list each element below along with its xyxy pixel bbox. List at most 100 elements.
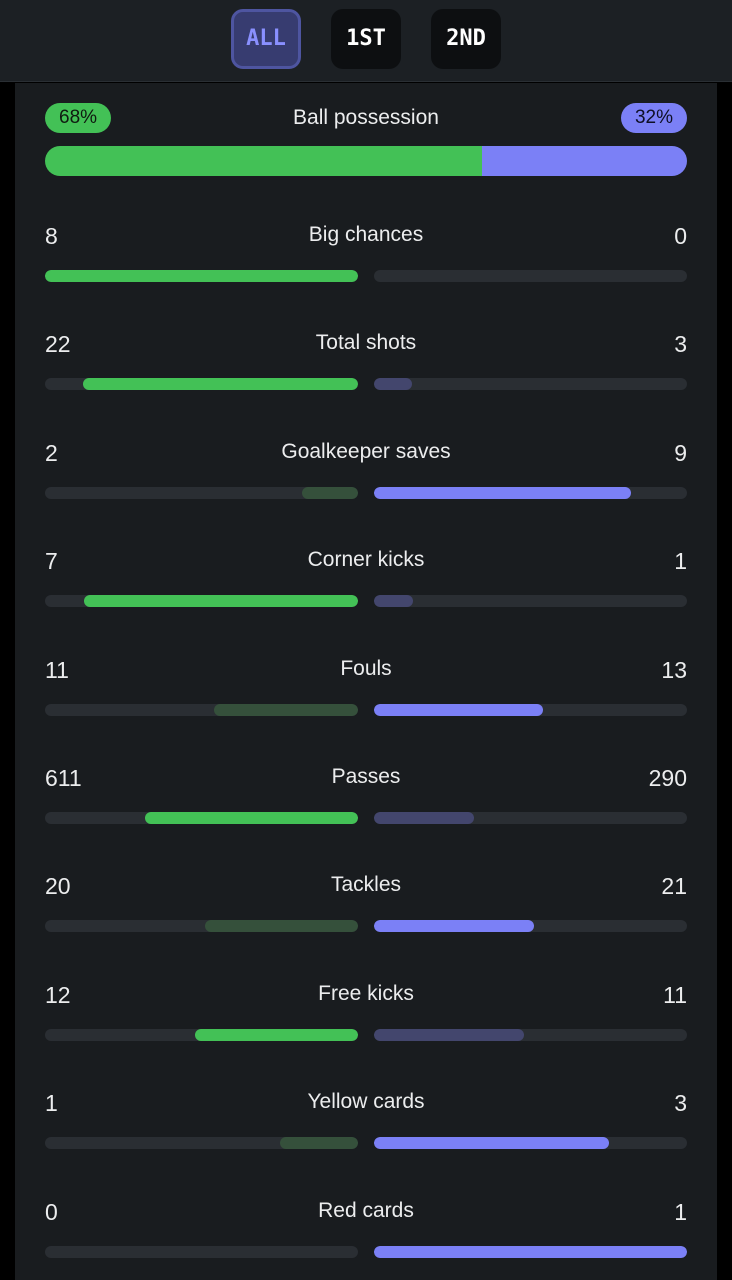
stat-comparison-bars: [45, 812, 687, 824]
away-stat-fill: [374, 703, 544, 716]
away-stat-value: 290: [648, 765, 687, 791]
away-stat-value: 1: [674, 548, 687, 575]
stat-values: 11 Fouls 13: [45, 657, 687, 691]
away-stat-track: [374, 703, 687, 716]
stat-values: 12 Free kicks 11: [45, 982, 687, 1016]
stat-comparison-bars: [45, 595, 687, 608]
home-stat-fill: [45, 270, 358, 282]
stat-values: 22 Total shots 3: [45, 331, 687, 365]
home-stat-track: [45, 270, 358, 282]
away-stat-fill: [374, 595, 414, 608]
stat-comparison-bars: [45, 703, 687, 716]
stat-row: 2 Goalkeeper saves 9: [45, 440, 687, 500]
away-stat-value: 3: [674, 1090, 687, 1117]
stat-label: Goalkeeper saves: [281, 439, 451, 463]
stat-comparison-bars: [45, 270, 687, 282]
home-possession-fill: [45, 146, 482, 176]
home-stat-value: 20: [45, 873, 71, 900]
home-stat-value: 2: [45, 439, 58, 466]
home-stat-value: 1: [45, 1090, 58, 1117]
period-all-button[interactable]: ALL: [231, 8, 301, 69]
away-stat-value: 9: [674, 439, 687, 466]
home-stat-fill: [82, 378, 358, 391]
away-stat-fill: [374, 1245, 687, 1258]
away-stat-fill: [374, 1028, 525, 1041]
home-stat-track: [45, 920, 358, 933]
home-stat-fill: [279, 1137, 358, 1150]
stat-values: 20 Tackles 21: [45, 873, 687, 907]
home-stat-track: [45, 1028, 358, 1041]
away-stat-track: [374, 1245, 687, 1258]
stat-values: 2 Goalkeeper saves 9: [45, 440, 687, 474]
stat-row: 12 Free kicks 11: [45, 982, 687, 1042]
stat-label: Fouls: [340, 656, 392, 680]
stat-values: 611 Passes 290: [45, 765, 687, 799]
away-possession-badge: 32%: [620, 103, 687, 133]
home-stat-value: 12: [45, 981, 71, 1008]
home-stat-fill: [84, 595, 358, 608]
stat-label: Tackles: [330, 873, 402, 897]
stat-row: 611 Passes 290: [45, 765, 687, 825]
home-stat-value: 611: [45, 765, 82, 791]
home-stat-track: [45, 1245, 358, 1258]
stat-row: 22 Total shots 3: [45, 331, 687, 391]
away-stat-track: [374, 920, 687, 933]
home-stat-value: 8: [45, 223, 58, 249]
away-stat-value: 21: [661, 873, 687, 900]
period-selector: ALL 1ST 2ND: [0, 0, 732, 82]
stat-comparison-bars: [45, 486, 687, 499]
away-stat-track: [374, 1028, 687, 1041]
away-stat-track: [374, 270, 687, 282]
stat-row: 1 Yellow cards 3: [45, 1090, 687, 1150]
away-possession-fill: [481, 146, 687, 176]
stat-values: 1 Yellow cards 3: [45, 1090, 687, 1124]
stat-row: 11 Fouls 13: [45, 657, 687, 717]
home-stat-fill: [301, 486, 358, 499]
stat-label: Big chances: [308, 223, 424, 246]
stat-label: Passes: [331, 765, 401, 788]
home-stat-value: 22: [45, 331, 71, 358]
stat-comparison-bars: [45, 1137, 687, 1150]
home-stat-track: [45, 378, 358, 391]
away-stat-fill: [374, 486, 631, 499]
stat-values: 8 Big chances 0: [45, 223, 687, 257]
stat-label: Red cards: [318, 1198, 414, 1222]
away-stat-value: 3: [674, 331, 687, 358]
period-1st-button[interactable]: 1ST: [331, 8, 401, 69]
away-stat-track: [374, 378, 687, 391]
stat-row: 0 Red cards 1: [45, 1199, 687, 1259]
away-stat-fill: [374, 812, 475, 824]
home-stat-track: [45, 703, 358, 716]
home-stat-fill: [195, 1028, 358, 1041]
stat-label: Corner kicks: [307, 548, 425, 572]
stat-comparison-bars: [45, 1028, 687, 1041]
stat-row: 8 Big chances 0: [45, 223, 687, 283]
match-stats-panel: 68% Ball possession 32% 8 Big chances 0 22 T…: [15, 83, 717, 1280]
home-stat-track: [45, 1137, 358, 1150]
stat-comparison-bars: [45, 378, 687, 391]
away-stat-value: 11: [663, 981, 687, 1008]
away-stat-track: [374, 486, 687, 499]
stat-label: Yellow cards: [307, 1090, 425, 1114]
possession-bar: [45, 146, 687, 176]
home-stat-track: [45, 595, 358, 608]
home-stat-value: 11: [45, 656, 69, 683]
home-stat-fill: [214, 703, 358, 716]
home-stat-fill: [145, 812, 358, 824]
stat-label: Total shots: [315, 331, 417, 355]
stat-label: Free kicks: [318, 981, 414, 1005]
away-stat-fill: [374, 378, 412, 391]
home-stat-value: 7: [45, 548, 58, 575]
period-2nd-button[interactable]: 2ND: [431, 8, 501, 69]
home-stat-track: [45, 812, 358, 824]
home-stat-fill: [204, 920, 358, 933]
away-stat-track: [374, 595, 687, 608]
stat-values: 7 Corner kicks 1: [45, 548, 687, 582]
stat-row: 7 Corner kicks 1: [45, 548, 687, 608]
away-stat-value: 0: [674, 223, 687, 249]
stat-row: 20 Tackles 21: [45, 873, 687, 933]
stat-comparison-bars: [45, 920, 687, 933]
home-stat-value: 0: [45, 1198, 58, 1225]
away-stat-value: 13: [661, 656, 687, 683]
possession-header: 68% Ball possession 32%: [45, 103, 687, 133]
